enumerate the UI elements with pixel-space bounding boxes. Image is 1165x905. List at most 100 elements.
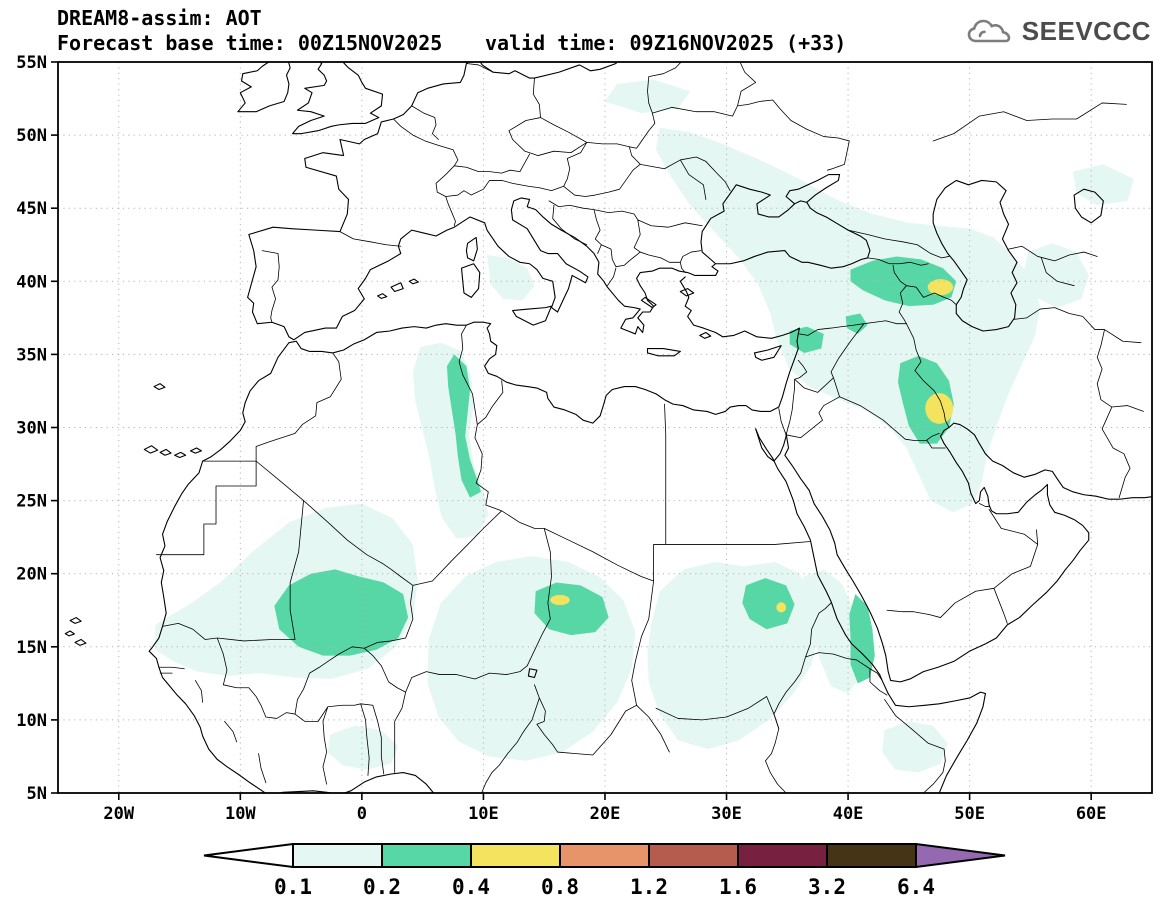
colorbar-label: 1.6 — [719, 875, 757, 899]
aot-region-level3 — [776, 602, 787, 613]
aot-region-level2 — [534, 582, 609, 636]
country-border — [564, 59, 706, 196]
aot-region-level2 — [742, 578, 795, 630]
colorbar-label: 3.2 — [808, 875, 846, 899]
valid-time: valid time: 09Z16NOV2025 (+33) — [485, 31, 847, 55]
plot-title: DREAM8-assim: AOT — [57, 6, 262, 30]
lat-label: 30N — [16, 419, 47, 439]
country-border — [502, 404, 811, 705]
colorbar-label: 1.2 — [630, 875, 668, 899]
coastline — [756, 429, 786, 461]
lat-label: 20N — [16, 565, 47, 585]
country-border — [156, 353, 412, 585]
aot-region-level2 — [845, 313, 868, 334]
coastline — [756, 429, 986, 796]
colorbar-segment — [737, 843, 828, 868]
lon-label: 0 — [357, 804, 367, 824]
colorbar-segment — [292, 843, 383, 868]
lat-label: 35N — [16, 345, 47, 365]
country-border — [393, 63, 493, 225]
colorbar-label: 6.4 — [897, 875, 935, 899]
lon-label: 60E — [1076, 804, 1107, 824]
lon-label: 50E — [954, 804, 985, 824]
colorbar-segment — [559, 843, 650, 868]
aot-region-level1 — [327, 725, 399, 770]
axis-ticks — [51, 61, 1092, 800]
map-fill-clip — [155, 79, 1134, 773]
map-line-clip — [65, 59, 1155, 805]
country-border — [549, 201, 702, 286]
country-border — [840, 324, 949, 448]
lon-label: 10W — [225, 804, 256, 824]
aot-region-level3 — [925, 393, 954, 424]
country-border — [1015, 308, 1144, 498]
lat-label: 25N — [16, 492, 47, 512]
lat-label: 40N — [16, 272, 47, 292]
colorbar: 0.1 0.2 0.4 0.8 1.2 1.6 3.2 6.4 — [203, 842, 1006, 899]
aot-region-level1 — [647, 562, 819, 750]
country-border — [481, 685, 779, 795]
colorbar-label: 0.1 — [274, 875, 312, 899]
country-border — [159, 501, 413, 783]
coastline — [65, 384, 537, 678]
coastline — [1074, 189, 1103, 223]
graticule — [58, 62, 1152, 793]
lon-label: 40E — [833, 804, 864, 824]
lon-label: 20W — [103, 804, 134, 824]
aot-region-level2 — [850, 256, 957, 307]
lat-label: 50N — [16, 126, 47, 146]
aot-region-level2 — [446, 354, 481, 498]
colorbar-segment — [826, 843, 917, 868]
coastline — [238, 59, 290, 112]
lon-axis: 20W 10W 0 10E 20E 30E 40E 50E 60E — [103, 804, 1106, 824]
country-border — [848, 230, 956, 324]
colorbar-above-max-arrow — [915, 842, 1006, 869]
aot-region-level1 — [487, 254, 535, 301]
lat-label: 55N — [16, 53, 47, 73]
colorbar-below-min-arrow — [203, 842, 294, 869]
aot-region-level1 — [1023, 243, 1089, 308]
coastline — [785, 423, 1156, 682]
forecast-base-time: Forecast base time: 00Z15NOV2025 — [57, 31, 443, 55]
coastline — [933, 180, 1017, 331]
colorbar-segment — [648, 843, 739, 868]
aot-region-level3 — [927, 279, 954, 296]
coastline — [248, 185, 870, 340]
country-border — [413, 325, 503, 585]
colorbar-label: 0.8 — [541, 875, 579, 899]
colorbar-label: 0.2 — [363, 875, 401, 899]
aot-region-level2 — [274, 569, 409, 656]
country-border — [652, 59, 849, 199]
country-border — [779, 321, 907, 438]
lat-label: 5N — [27, 784, 47, 804]
lat-label: 45N — [16, 199, 47, 219]
aot-region-level2 — [849, 594, 875, 684]
country-border — [887, 504, 1038, 624]
coastlines-and-borders — [65, 59, 1155, 805]
aot-region-level3 — [550, 594, 570, 606]
cloud-icon — [967, 19, 1011, 42]
lat-axis: 55N 50N 45N 40N 35N 30N 25N 20N 15N 10N 5N — [16, 53, 47, 804]
colorbar-label: 0.4 — [452, 875, 490, 899]
country-border — [765, 603, 945, 793]
lon-label: 10E — [468, 804, 499, 824]
aot-shaded-regions — [155, 79, 1134, 773]
aot-region-level1 — [604, 79, 691, 114]
country-border — [933, 103, 1126, 286]
lon-label: 30E — [711, 804, 742, 824]
lat-label: 15N — [16, 638, 47, 658]
country-border — [446, 78, 587, 196]
lon-label: 20E — [590, 804, 621, 824]
coastline — [378, 237, 782, 360]
logo-text: SEEVCCC — [1021, 16, 1151, 46]
aot-region-level1 — [882, 721, 948, 773]
country-border — [295, 647, 527, 784]
aot-region-level1 — [1072, 164, 1134, 206]
lat-label: 10N — [16, 711, 47, 731]
country-border — [262, 232, 401, 323]
colorbar-segment — [381, 843, 472, 868]
coastline — [786, 175, 839, 204]
coastline — [149, 277, 799, 805]
colorbar-segment — [470, 843, 561, 868]
